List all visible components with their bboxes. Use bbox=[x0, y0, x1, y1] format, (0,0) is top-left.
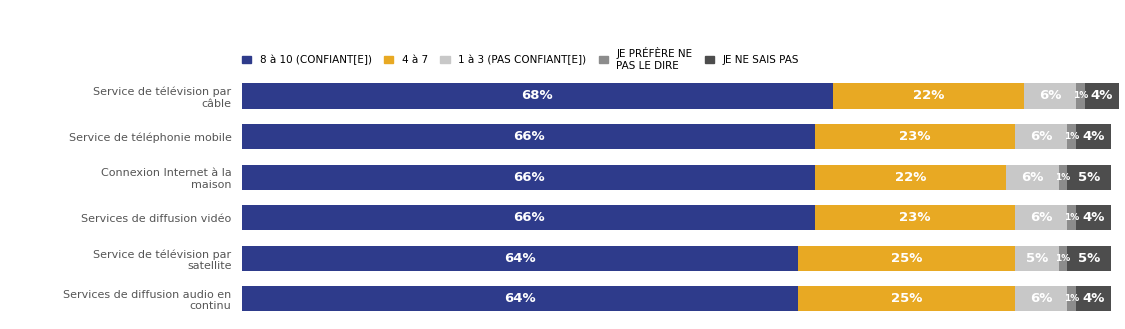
Text: 6%: 6% bbox=[1022, 171, 1044, 184]
Text: 66%: 66% bbox=[513, 171, 544, 184]
Bar bbox=[832, 83, 1024, 109]
Bar bbox=[242, 246, 798, 271]
Text: 22%: 22% bbox=[912, 89, 944, 102]
Text: 5%: 5% bbox=[1078, 171, 1100, 184]
Text: 64%: 64% bbox=[504, 252, 536, 265]
Text: 6%: 6% bbox=[1030, 130, 1052, 143]
Text: 4%: 4% bbox=[1082, 292, 1105, 305]
Bar bbox=[242, 83, 832, 109]
Text: 1%: 1% bbox=[1055, 173, 1071, 182]
Bar bbox=[1084, 83, 1119, 109]
Bar bbox=[1068, 286, 1076, 312]
Text: 5%: 5% bbox=[1078, 252, 1100, 265]
Text: 6%: 6% bbox=[1030, 292, 1052, 305]
Text: 22%: 22% bbox=[896, 171, 927, 184]
Bar bbox=[1068, 246, 1110, 271]
Text: 1%: 1% bbox=[1064, 294, 1079, 303]
Legend: 8 à 10 (CONFIANT[E]), 4 à 7, 1 à 3 (PAS CONFIANT[E]), JE PRÉFÈRE NE
PAS LE DIRE,: 8 à 10 (CONFIANT[E]), 4 à 7, 1 à 3 (PAS … bbox=[242, 47, 799, 71]
Bar bbox=[1015, 286, 1068, 312]
Bar bbox=[1076, 205, 1110, 230]
Bar bbox=[1015, 124, 1068, 149]
Bar bbox=[1015, 246, 1059, 271]
Text: 64%: 64% bbox=[504, 292, 536, 305]
Bar bbox=[1059, 246, 1068, 271]
Bar bbox=[816, 164, 1007, 190]
Text: 1%: 1% bbox=[1055, 254, 1071, 263]
Text: 68%: 68% bbox=[522, 89, 554, 102]
Text: 4%: 4% bbox=[1082, 211, 1105, 224]
Text: 1%: 1% bbox=[1064, 213, 1079, 222]
Text: 5%: 5% bbox=[1026, 252, 1048, 265]
Bar bbox=[1068, 205, 1076, 230]
Text: 66%: 66% bbox=[513, 211, 544, 224]
Bar bbox=[1076, 124, 1110, 149]
Text: 66%: 66% bbox=[513, 130, 544, 143]
Bar bbox=[1076, 83, 1084, 109]
Bar bbox=[1015, 205, 1068, 230]
Text: 4%: 4% bbox=[1091, 89, 1113, 102]
Text: 25%: 25% bbox=[891, 292, 922, 305]
Text: 1%: 1% bbox=[1064, 132, 1079, 141]
Text: 23%: 23% bbox=[900, 130, 931, 143]
Bar bbox=[798, 286, 1015, 312]
Text: 1%: 1% bbox=[1072, 91, 1088, 100]
Bar bbox=[1059, 164, 1068, 190]
Bar bbox=[816, 205, 1015, 230]
Bar bbox=[1076, 286, 1110, 312]
Bar bbox=[816, 124, 1015, 149]
Bar bbox=[242, 286, 798, 312]
Bar bbox=[1068, 124, 1076, 149]
Bar bbox=[1007, 164, 1059, 190]
Text: 25%: 25% bbox=[891, 252, 922, 265]
Text: 23%: 23% bbox=[900, 211, 931, 224]
Bar bbox=[242, 205, 816, 230]
Bar bbox=[242, 124, 816, 149]
Bar bbox=[798, 246, 1015, 271]
Text: 4%: 4% bbox=[1082, 130, 1105, 143]
Bar bbox=[1024, 83, 1076, 109]
Text: 6%: 6% bbox=[1030, 211, 1052, 224]
Bar bbox=[242, 164, 816, 190]
Text: 6%: 6% bbox=[1038, 89, 1061, 102]
Bar bbox=[1068, 164, 1110, 190]
